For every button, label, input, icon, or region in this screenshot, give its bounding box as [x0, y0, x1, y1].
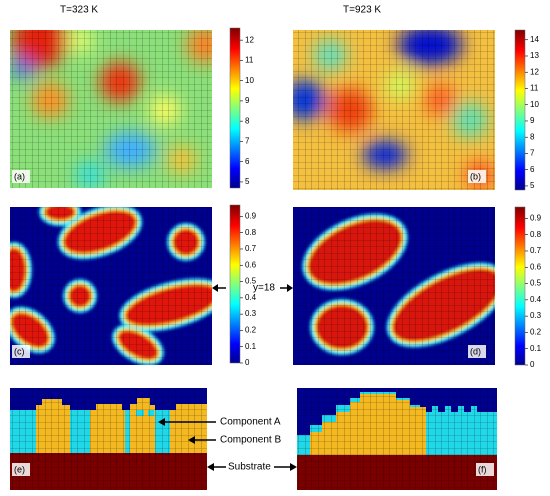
panel-label: (c) — [14, 346, 25, 356]
colorbar-tick-label: 0 — [245, 358, 250, 367]
colorbar-tick-label: 12 — [245, 35, 254, 44]
colorbar-tick-label: 8 — [245, 116, 250, 125]
colorbar-tick-label: 0.2 — [245, 326, 257, 335]
colorbar-tick-label: 10 — [530, 100, 539, 109]
panel-label: (d) — [470, 346, 481, 356]
annotation: Substrate — [228, 462, 271, 473]
colorbar-tick-label: 0.5 — [245, 277, 257, 286]
heatmap — [293, 207, 495, 365]
colorbar-tick-label: 0.9 — [530, 214, 542, 223]
colorbar-tick-label: 11 — [245, 56, 254, 65]
colorbar-tick-label: 0.4 — [530, 295, 542, 304]
lattice — [297, 388, 497, 490]
colorbar-tick-label: 11 — [530, 84, 539, 93]
colorbar-tick-label: 6 — [530, 165, 535, 174]
colorbar — [514, 206, 526, 366]
colorbar-tick-label: 0.3 — [530, 311, 542, 320]
colorbar-tick-label: 0.6 — [530, 262, 542, 271]
heatmap — [10, 30, 212, 188]
colorbar-tick-label: 12 — [530, 67, 539, 76]
colorbar-tick-label: 0.9 — [245, 212, 257, 221]
colorbar-tick-label: 14 — [530, 35, 539, 44]
colorbar-tick-label: 5 — [245, 177, 250, 186]
colorbar-tick-label: 5 — [530, 181, 535, 190]
annotation: y=18 — [253, 283, 275, 294]
title: T=923 K — [343, 5, 381, 16]
heatmap — [10, 207, 212, 365]
colorbar-tick-label: 0.6 — [245, 260, 257, 269]
colorbar-tick-label: 0.8 — [530, 230, 542, 239]
panel-label: (e) — [14, 464, 25, 474]
colorbar-tick-label: 9 — [245, 96, 250, 105]
title: T=323 K — [60, 5, 98, 16]
annotation: Component A — [220, 417, 281, 428]
colorbar-tick-label: 0.3 — [245, 309, 257, 318]
colorbar-tick-label: 0.5 — [530, 279, 542, 288]
colorbar-tick-label: 7 — [245, 137, 250, 146]
colorbar-tick-label: 0.8 — [245, 228, 257, 237]
panel-label: (a) — [14, 171, 25, 181]
colorbar-tick-label: 10 — [245, 76, 254, 85]
colorbar-tick-label: 8 — [530, 132, 535, 141]
heatmap — [293, 30, 495, 190]
colorbar-tick-label: 6 — [245, 157, 250, 166]
panel-label: (f) — [478, 464, 487, 474]
colorbar-tick-label: 0.4 — [245, 293, 257, 302]
colorbar-tick-label: 0.7 — [245, 244, 257, 253]
colorbar — [229, 204, 241, 364]
colorbar — [514, 29, 526, 191]
colorbar-tick-label: 0 — [530, 360, 535, 369]
colorbar-tick-label: 0.1 — [245, 342, 257, 351]
panel-label: (b) — [470, 171, 481, 181]
annotation: Component B — [220, 435, 281, 446]
lattice — [10, 388, 207, 490]
colorbar-tick-label: 7 — [530, 149, 535, 158]
colorbar-tick-label: 0.1 — [530, 344, 542, 353]
colorbar-tick-label: 0.2 — [530, 328, 542, 337]
colorbar — [229, 27, 241, 189]
colorbar-tick-label: 13 — [530, 51, 539, 60]
colorbar-tick-label: 0.7 — [530, 246, 542, 255]
colorbar-tick-label: 9 — [530, 116, 535, 125]
